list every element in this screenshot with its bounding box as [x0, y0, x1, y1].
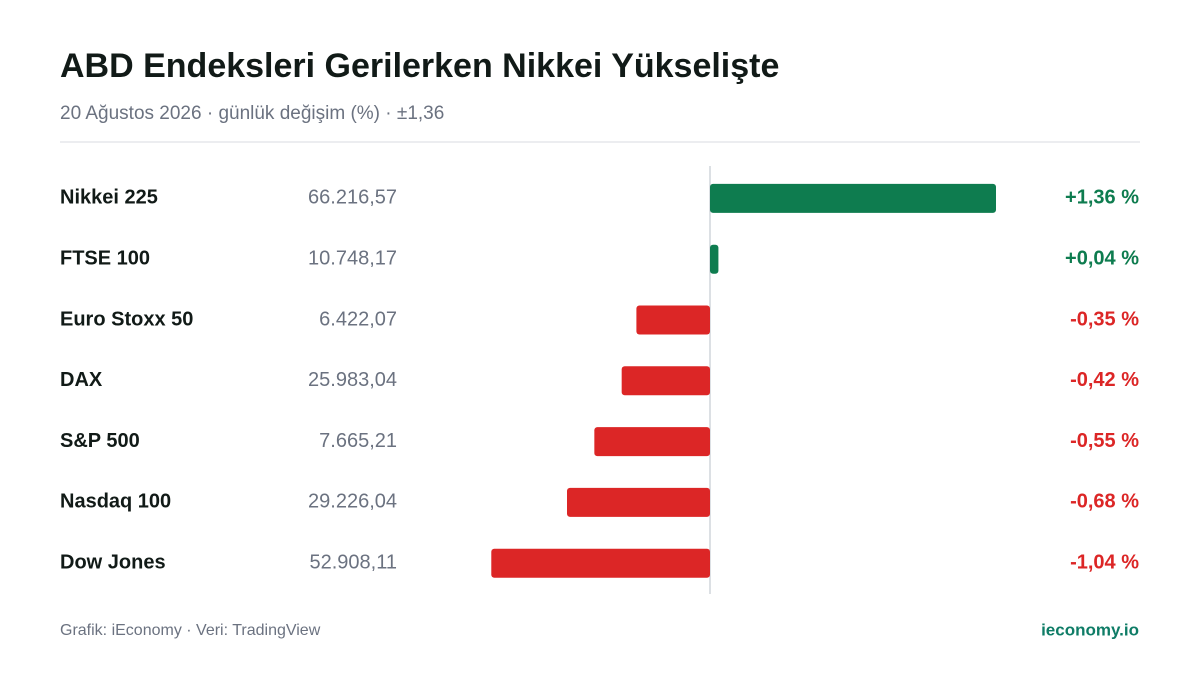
price-label: 66.216,57 [308, 187, 397, 209]
bar [710, 183, 996, 213]
chart-subtitle: 20 Ağustos 2026 · günlük değişim (%) · ±… [60, 103, 444, 124]
category-label: Dow Jones [60, 551, 166, 573]
category-label: S&P 500 [60, 430, 140, 452]
value-label: -0,68 % [1070, 491, 1139, 513]
chart-title: ABD Endeksleri Gerilerken Nikkei Yükseli… [60, 47, 779, 85]
price-label: 52.908,11 [310, 551, 398, 573]
bar [710, 244, 719, 274]
value-label: +0,04 % [1065, 247, 1139, 269]
category-label: Nasdaq 100 [60, 491, 171, 513]
price-label: 25.983,04 [308, 369, 397, 391]
bar [491, 548, 710, 578]
category-label: Euro Stoxx 50 [60, 308, 193, 330]
category-label: FTSE 100 [60, 247, 150, 269]
value-label: -0,35 % [1070, 308, 1139, 330]
bar [636, 305, 710, 335]
price-label: 7.665,21 [319, 430, 397, 452]
value-label: -0,42 % [1070, 369, 1139, 391]
price-label: 29.226,04 [308, 491, 397, 513]
value-label: -1,04 % [1070, 551, 1139, 573]
category-label: Nikkei 225 [60, 187, 158, 209]
bar [594, 427, 710, 457]
value-label: -0,55 % [1070, 430, 1139, 452]
value-label: +1,36 % [1065, 187, 1139, 209]
footer: Grafik: iEconomy · Veri: TradingView [60, 622, 321, 639]
price-label: 10.748,17 [308, 247, 397, 269]
price-label: 6.422,07 [319, 308, 397, 330]
brand: ieconomy.io [1041, 620, 1139, 639]
bar [567, 487, 710, 517]
bar [621, 366, 710, 396]
category-label: DAX [60, 369, 103, 391]
